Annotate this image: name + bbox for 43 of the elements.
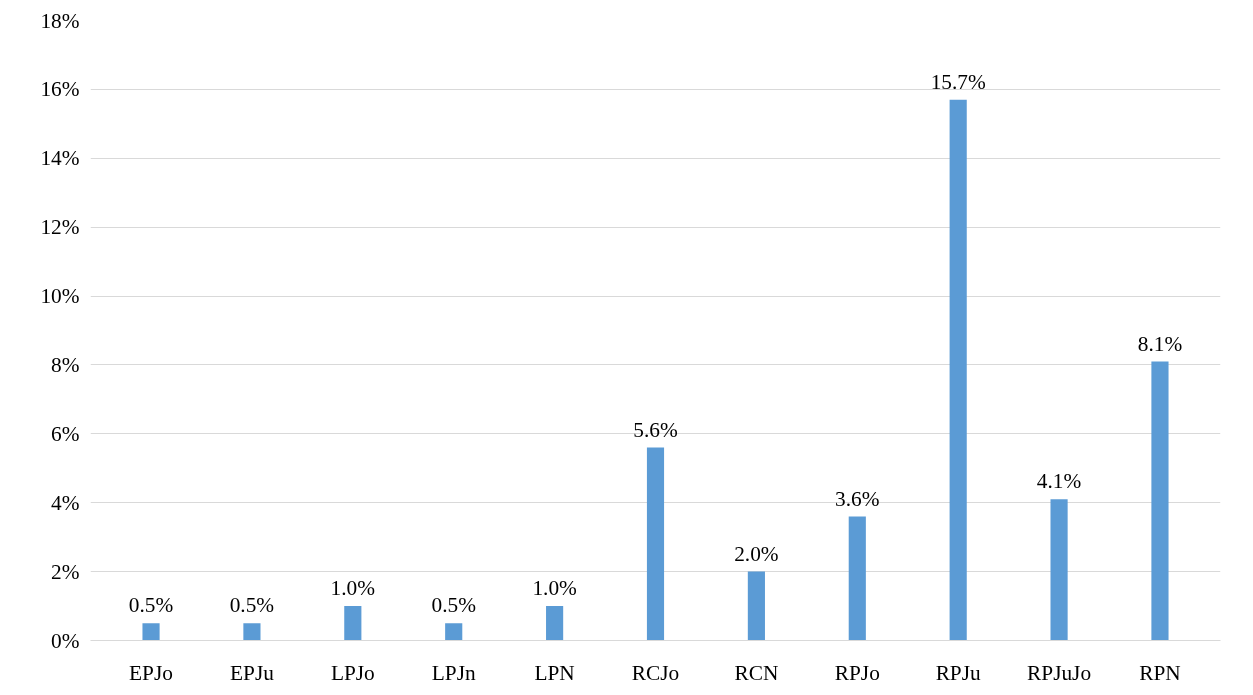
y-tick-label: 18% (40, 8, 80, 33)
y-tick-label: 2% (51, 559, 80, 584)
bar (344, 606, 362, 641)
data-label: 2.0% (734, 541, 779, 566)
y-tick-label: 6% (51, 421, 80, 446)
y-tick-label: 12% (40, 215, 80, 240)
x-tick-label: RCN (734, 660, 779, 685)
bar (747, 571, 765, 641)
y-tick-label: 10% (40, 284, 80, 309)
bar (848, 516, 866, 641)
y-tick-label: 4% (51, 490, 80, 515)
data-label: 0.5% (128, 593, 174, 618)
x-tick-label: LPJo (330, 660, 375, 685)
x-tick-label: LPJn (431, 660, 476, 685)
data-label: 8.1% (1137, 331, 1183, 356)
data-label: 3.6% (835, 486, 880, 511)
bar (1050, 499, 1068, 641)
x-tick-label: RCJo (631, 660, 680, 685)
bar (243, 623, 261, 641)
bar (1151, 361, 1169, 641)
x-tick-label: LPN (534, 660, 575, 685)
data-label: 4.1% (1036, 469, 1082, 494)
x-tick-label: RPJo (834, 660, 880, 685)
y-tick-label: 14% (40, 146, 80, 171)
data-label: 5.6% (633, 417, 678, 442)
bar (949, 99, 967, 641)
bar (445, 623, 463, 641)
bar (646, 447, 665, 641)
y-tick-label: 8% (51, 352, 80, 377)
bar (142, 623, 160, 641)
y-tick-label: 16% (40, 77, 80, 102)
data-label: 0.5% (229, 593, 275, 618)
x-tick-label: EPJo (129, 660, 173, 685)
x-tick-label: RPN (1139, 660, 1181, 685)
x-tick-label: RPJu (935, 660, 982, 685)
data-label: 0.5% (431, 593, 477, 618)
x-tick-label: RPJuJo (1027, 660, 1092, 685)
data-label: 1.0% (330, 576, 376, 601)
x-tick-label: EPJu (230, 660, 275, 685)
data-label: 1.0% (532, 576, 578, 601)
bar (546, 606, 564, 641)
y-tick-label: 0% (51, 628, 80, 653)
data-label: 15.7% (930, 69, 986, 94)
